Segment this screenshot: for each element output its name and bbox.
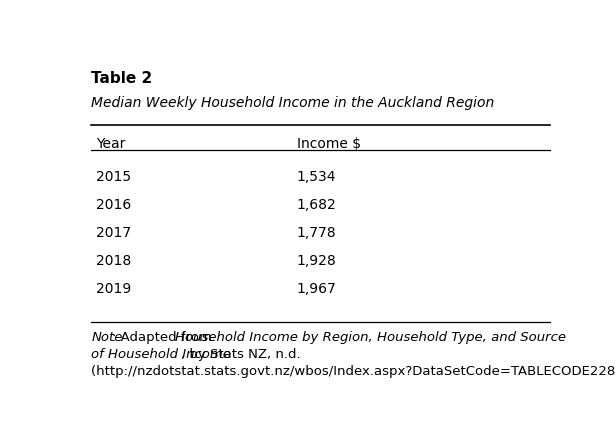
Text: 2018: 2018 xyxy=(96,254,131,268)
Text: Median Weekly Household Income in the Auckland Region: Median Weekly Household Income in the Au… xyxy=(91,96,495,110)
Text: 1,967: 1,967 xyxy=(297,282,336,296)
Text: (http://nzdotstat.stats.govt.nz/wbos/Index.aspx?DataSetCode=TABLECODE2287). CC B: (http://nzdotstat.stats.govt.nz/wbos/Ind… xyxy=(91,365,616,378)
Text: 2015: 2015 xyxy=(96,170,131,184)
Text: Income $: Income $ xyxy=(297,138,361,151)
Text: 2017: 2017 xyxy=(96,226,131,240)
Text: 1,682: 1,682 xyxy=(297,198,336,212)
Text: Note: Note xyxy=(91,331,123,344)
Text: 1,928: 1,928 xyxy=(297,254,336,268)
Text: 2016: 2016 xyxy=(96,198,131,212)
Text: Year: Year xyxy=(96,138,126,151)
Text: 1,778: 1,778 xyxy=(297,226,336,240)
Text: 1,534: 1,534 xyxy=(297,170,336,184)
Text: Table 2: Table 2 xyxy=(91,70,153,85)
Text: 2019: 2019 xyxy=(96,282,131,296)
Text: , by Stats NZ, n.d.: , by Stats NZ, n.d. xyxy=(181,348,301,361)
Text: : Adapted from: : Adapted from xyxy=(112,331,216,344)
Text: Household Income by Region, Household Type, and Source: Household Income by Region, Household Ty… xyxy=(175,331,566,344)
Text: of Household Income: of Household Income xyxy=(91,348,231,361)
